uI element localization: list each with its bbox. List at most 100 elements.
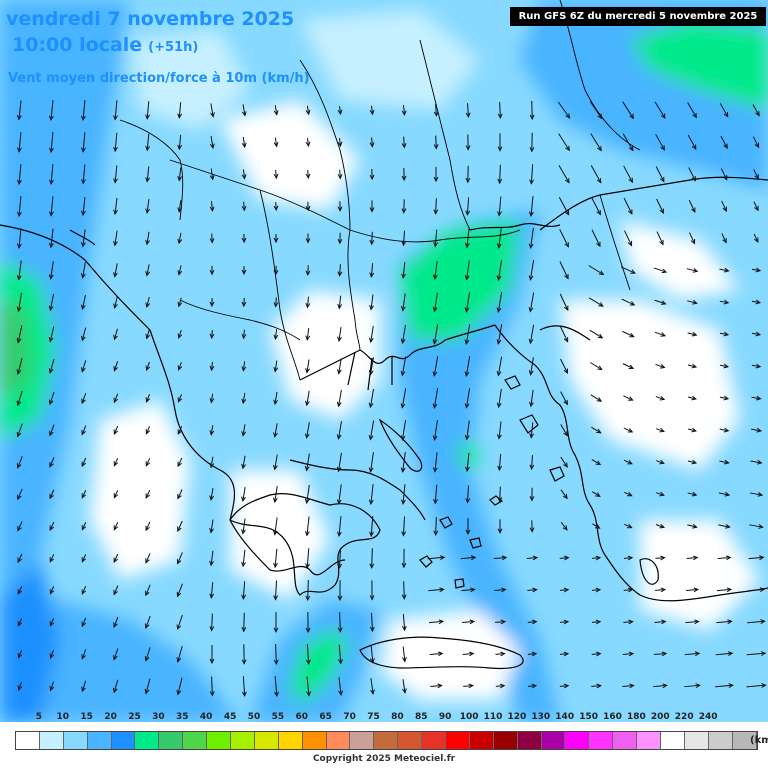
wind-arrow-head (112, 687, 118, 694)
wind-arrow (655, 589, 665, 591)
wind-arrow (466, 452, 470, 472)
wind-arrow (530, 357, 534, 375)
wind-arrow-head (81, 686, 86, 693)
wind-arrow (688, 167, 696, 181)
wind-arrow-head (113, 209, 118, 216)
wind-arrow (274, 328, 278, 340)
wind-arrow-head (497, 497, 503, 503)
wind-arrow (242, 487, 246, 501)
wind-arrow (529, 292, 535, 312)
legend-tick-label: 30 (152, 712, 165, 722)
wind-arrow-head (369, 142, 375, 148)
legend-tick-label: 25 (128, 712, 141, 722)
wind-arrow-head (496, 243, 502, 249)
legend-tick-label: 120 (507, 712, 527, 722)
wind-arrow-head (565, 113, 571, 119)
wind-arrow (306, 359, 310, 373)
wind-arrow-head (563, 399, 568, 406)
wind-arrow (718, 524, 730, 528)
wind-arrow (591, 653, 601, 655)
wind-arrow (370, 263, 374, 277)
wind-arrow (750, 460, 762, 464)
wind-arrow-head (660, 145, 665, 151)
wind-arrow (558, 165, 570, 183)
wind-arrow (49, 521, 55, 531)
wind-arrow (655, 396, 665, 400)
wind-arrow-head (756, 427, 763, 433)
wind-arrow (686, 588, 698, 592)
wind-arrow (274, 360, 278, 372)
wind-arrow-head (336, 499, 342, 505)
wind-arrow (306, 516, 310, 536)
wind-arrow-head (304, 465, 310, 472)
wind-arrow (113, 522, 119, 530)
wind-arrow-head (273, 173, 279, 180)
wind-arrow-head (691, 491, 698, 497)
wind-arrow-head (272, 497, 278, 504)
wind-arrow (370, 678, 374, 694)
wind-arrow (114, 328, 118, 340)
wind-arrow (434, 484, 438, 504)
legend-swatch (517, 732, 542, 749)
legend-tick-label: 220 (674, 712, 694, 722)
wind-arrow (210, 488, 214, 500)
wind-arrow (82, 164, 86, 184)
legend-swatch (374, 732, 399, 749)
wind-arrow (50, 649, 54, 659)
wind-arrow (559, 653, 569, 655)
wind-arrows (16, 100, 767, 698)
wind-arrow (243, 329, 245, 339)
wind-arrow-head (400, 306, 406, 312)
wind-arrow-head (209, 430, 215, 436)
wind-arrow (590, 133, 602, 151)
wind-arrow-head (273, 110, 279, 116)
wind-arrow (430, 685, 442, 687)
wind-arrow-head (176, 559, 182, 565)
wind-arrow-head (755, 111, 760, 117)
wind-arrow-head (17, 589, 23, 595)
wind-arrow-head (273, 562, 278, 569)
legend-unit: (km/h) (750, 735, 768, 746)
wind-arrow-head (528, 275, 534, 281)
wind-arrow-head (81, 429, 86, 436)
wind-arrow (339, 264, 341, 276)
wind-arrow (113, 679, 119, 693)
legend-tick-label: 65 (319, 712, 332, 722)
wind-arrow-head (369, 595, 375, 601)
wind-arrow (403, 581, 405, 599)
wind-arrow-head (497, 465, 503, 472)
wind-arrow-head (336, 369, 342, 375)
wind-arrow-head (241, 561, 246, 568)
wind-arrow-head (400, 338, 406, 345)
wind-arrow (687, 102, 697, 118)
legend-tick-label: 10 (56, 712, 70, 722)
wind-arrow (559, 621, 569, 623)
wind-arrow (177, 489, 183, 499)
wind-arrow (434, 229, 438, 247)
wind-arrow-head (177, 144, 183, 151)
wind-arrow-head (241, 463, 246, 470)
wind-arrow-head (691, 207, 696, 214)
wind-arrow-head (48, 242, 54, 249)
wind-arrow (49, 293, 55, 311)
wind-arrow (559, 229, 569, 247)
wind-arrow-head (754, 142, 760, 149)
wind-arrow (114, 100, 118, 120)
wind-arrow-head (723, 427, 730, 433)
wind-arrow-head (755, 267, 762, 273)
wind-arrow-head (497, 528, 503, 534)
wind-arrow-head (209, 333, 215, 340)
wind-arrow (177, 552, 183, 564)
wind-arrow-head (531, 683, 538, 689)
wind-arrow-head (49, 493, 54, 500)
wind-arrow (497, 292, 503, 312)
wind-arrow (306, 296, 310, 308)
wind-arrow-head (528, 338, 534, 345)
wind-arrow-head (758, 524, 764, 529)
wind-arrow-head (241, 142, 247, 149)
wind-arrow-head (464, 307, 470, 313)
wind-arrow (401, 356, 407, 376)
color-scale-legend (15, 731, 758, 750)
wind-arrow (591, 229, 601, 247)
legend-swatch (135, 732, 160, 749)
